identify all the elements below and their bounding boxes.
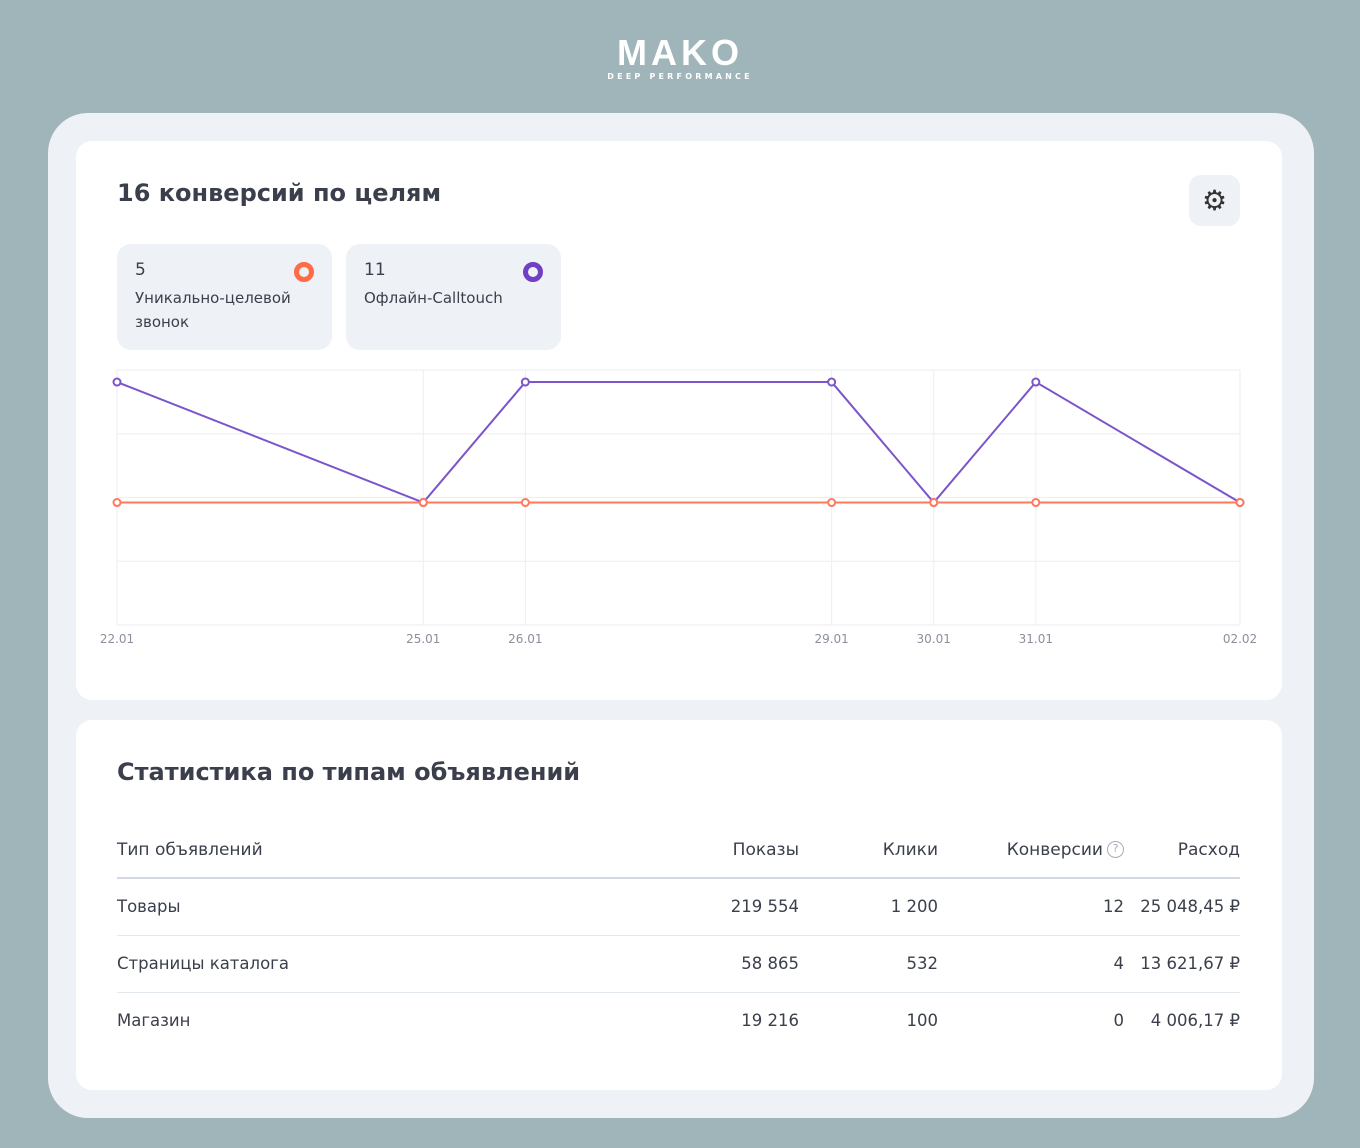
conversions-card: 16 конверсий по целям ⚙ 5 Уникально-целе… xyxy=(76,141,1282,700)
col-clicks[interactable]: Клики xyxy=(799,822,938,879)
data-point xyxy=(827,498,837,508)
data-point xyxy=(827,377,837,387)
x-tick-label: 29.01 xyxy=(814,632,848,646)
conversions-chart: 22.01 25.01 26.01 29.01 30.01 31.01 02.02 xyxy=(100,369,1257,646)
x-tick-label: 25.01 xyxy=(406,632,440,646)
card-title: Статистика по типам объявлений xyxy=(117,758,581,786)
cell-clicks: 100 xyxy=(906,1011,939,1031)
help-icon[interactable]: ? xyxy=(1107,841,1124,858)
series-marker-icon xyxy=(294,262,314,282)
data-point xyxy=(112,377,122,387)
cell-impressions: 219 554 xyxy=(677,878,799,936)
data-point xyxy=(1031,498,1041,508)
col-conversions-label: Конверсии xyxy=(1006,839,1103,860)
data-point xyxy=(1235,498,1245,508)
x-tick-label: 22.01 xyxy=(100,632,134,646)
logo-tagline: DEEP PERFORMANCE xyxy=(607,72,753,81)
col-type[interactable]: Тип объявлений xyxy=(117,822,677,879)
cell-conversions: 4 xyxy=(938,935,1124,993)
series-marker-icon xyxy=(523,262,543,282)
goal-count: 11 xyxy=(364,260,386,280)
cell-type: Магазин xyxy=(117,1011,191,1031)
col-impressions[interactable]: Показы xyxy=(677,822,799,879)
logo-name: MAKO xyxy=(617,32,743,73)
cell-conversions: 12 xyxy=(938,878,1124,936)
cell-clicks: 532 xyxy=(799,935,938,993)
data-point xyxy=(520,498,530,508)
data-point xyxy=(1031,377,1041,387)
x-tick-label: 02.02 xyxy=(1223,632,1257,646)
goal-tile[interactable]: 11 Офлайн-Calltouch xyxy=(346,244,561,350)
settings-button[interactable]: ⚙ xyxy=(1189,175,1240,226)
stats-card: Статистика по типам объявлений Тип объяв… xyxy=(76,720,1282,1090)
goal-label: Офлайн-Calltouch xyxy=(364,289,503,307)
gear-icon: ⚙ xyxy=(1201,184,1228,217)
cell-type: Страницы каталога xyxy=(117,935,677,993)
cell-spend: 13 621,67 ₽ xyxy=(1124,935,1240,993)
cell-type: Товары xyxy=(117,878,677,936)
cell-impressions: 58 865 xyxy=(677,935,799,993)
table-row[interactable]: Товары 219 554 1 200 12 25 048,45 ₽ xyxy=(117,878,1240,936)
data-point xyxy=(112,498,122,508)
data-point xyxy=(418,498,428,508)
logo: MAKO DEEP PERFORMANCE xyxy=(600,32,760,82)
col-spend[interactable]: Расход xyxy=(1124,822,1240,879)
x-tick-label: 26.01 xyxy=(508,632,542,646)
cell-spend: 4 006,17 ₽ xyxy=(1150,1011,1240,1031)
stats-table: Тип объявлений Показы Клики Конверсии? Р… xyxy=(117,822,1240,1049)
goal-label: Уникально-целевой звонок xyxy=(135,289,291,331)
table-header-row: Тип объявлений Показы Клики Конверсии? Р… xyxy=(117,822,1240,879)
cell-conversions: 0 xyxy=(1113,1011,1125,1031)
table-row[interactable]: Магазин 19 216 100 0 4 006,17 ₽ xyxy=(117,992,1240,1049)
cell-impressions: 19 216 xyxy=(741,1011,799,1031)
cell-clicks: 1 200 xyxy=(799,878,938,936)
goal-tile[interactable]: 5 Уникально-целевой звонок xyxy=(117,244,332,350)
col-conversions[interactable]: Конверсии? xyxy=(938,822,1124,879)
cell-spend: 25 048,45 ₽ xyxy=(1124,878,1240,936)
table-row[interactable]: Страницы каталога 58 865 532 4 13 621,67 ₽ xyxy=(117,935,1240,993)
goal-count: 5 xyxy=(135,260,146,280)
series-line xyxy=(116,380,1241,505)
x-tick-label: 31.01 xyxy=(1019,632,1053,646)
card-title: 16 конверсий по целям xyxy=(117,179,442,207)
data-point xyxy=(520,377,530,387)
x-tick-label: 30.01 xyxy=(917,632,951,646)
data-point xyxy=(929,498,939,508)
